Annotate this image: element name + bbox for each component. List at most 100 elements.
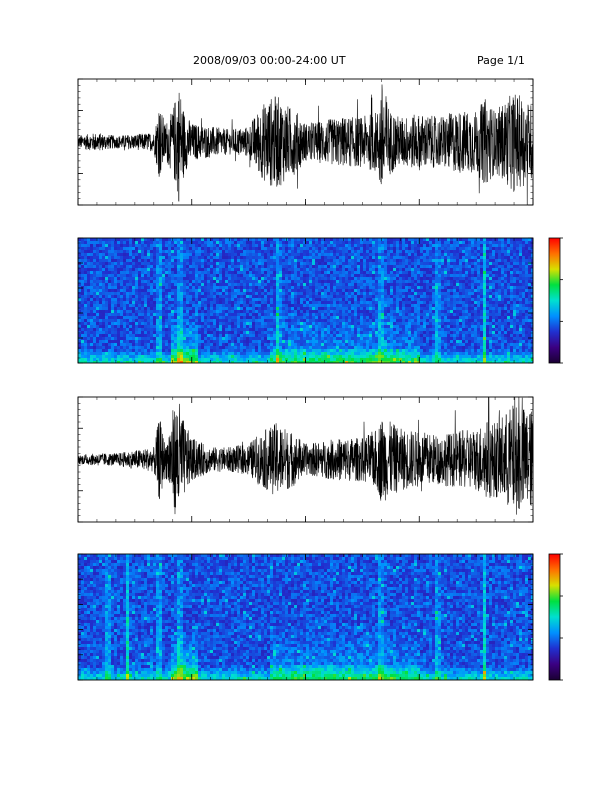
by-spectrogram-cells bbox=[324, 677, 327, 680]
by-spectrogram-cells bbox=[96, 566, 528, 677]
by-spectrogram-cells bbox=[483, 620, 486, 623]
by-spectrogram-cells bbox=[87, 554, 531, 671]
bx-spectrogram-cells bbox=[291, 361, 294, 363]
by-spectrogram-cells bbox=[171, 677, 174, 680]
bx-spectrogram-cells bbox=[309, 361, 312, 363]
by-spectrogram-cells bbox=[339, 677, 342, 680]
bx-spectrogram-cells bbox=[300, 358, 435, 363]
bx-spectrogram-cells bbox=[297, 358, 300, 361]
by-spectrogram-cells bbox=[183, 674, 186, 677]
bx-spectrogram-cells bbox=[402, 355, 405, 358]
bx-spectrogram-cells bbox=[87, 352, 90, 355]
bx-spectrogram-cells bbox=[279, 361, 282, 363]
bx-spectrogram-cells bbox=[297, 361, 300, 363]
by-spectrogram-cells bbox=[312, 674, 333, 680]
by-spectrogram-cells bbox=[294, 677, 297, 680]
by-spectrogram-cells bbox=[195, 674, 198, 677]
bx-spectrogram-cells bbox=[396, 358, 399, 361]
by-spectrogram-cells bbox=[489, 671, 492, 674]
by-spectrogram-cells bbox=[348, 677, 351, 680]
bx-spectrogram-cells bbox=[393, 361, 396, 363]
bx-spectrogram-cells bbox=[414, 358, 417, 361]
by-spectrogram-cells bbox=[183, 677, 186, 680]
by-spectrogram-cells bbox=[408, 674, 411, 677]
by-spectrogram-cells bbox=[228, 623, 231, 626]
bx-spectrogram-cells bbox=[99, 247, 516, 334]
bx-spectrogram-cells bbox=[102, 241, 459, 343]
bx-spectrogram-cells bbox=[483, 271, 486, 274]
by-spectrogram-cells bbox=[282, 674, 285, 677]
bx-spectrogram-cells bbox=[306, 361, 309, 363]
bx-spectrogram-cells bbox=[510, 361, 513, 363]
bx-spectrogram-cells bbox=[411, 358, 414, 361]
bx-spectrogram-cells bbox=[189, 361, 192, 363]
by-dbdt-trace bbox=[77, 396, 534, 515]
by-spectrogram-cells bbox=[126, 647, 129, 650]
by-spectrogram-cells bbox=[297, 650, 300, 653]
by-spectrogram-cells bbox=[84, 557, 522, 659]
by-spectrogram-cells bbox=[378, 677, 381, 680]
bx-spectrogram-cells bbox=[378, 358, 381, 361]
by-spectrogram-cells bbox=[327, 668, 342, 677]
by-spectrogram-cells bbox=[384, 677, 387, 680]
bx-spectrogram-cells bbox=[276, 352, 282, 358]
bx-spectrogram-cells bbox=[108, 244, 441, 355]
by-spectrogram-cells bbox=[483, 677, 486, 680]
bx-spectrogram-cells bbox=[87, 241, 513, 352]
bx-spectrogram-cells bbox=[414, 361, 417, 363]
bx-spectrogram-cells bbox=[117, 361, 120, 363]
bx-spectrogram-cells bbox=[84, 238, 525, 355]
by-spectrogram-cells bbox=[318, 677, 321, 680]
colorbar bbox=[548, 237, 561, 364]
bx-spectrogram-cells bbox=[189, 358, 192, 361]
by-spectrogram-cells bbox=[222, 674, 297, 680]
by-spectrogram-cells bbox=[333, 674, 336, 677]
bx-spectrogram-cells bbox=[381, 361, 384, 363]
bx-spectrogram-cells bbox=[126, 361, 129, 363]
by-spectrogram-cells bbox=[177, 674, 180, 677]
bx-spectrogram-cells bbox=[303, 352, 306, 355]
bx-spectrogram-cells bbox=[381, 337, 384, 340]
by-spectrogram-cells bbox=[393, 677, 396, 680]
by-spectrogram-cells bbox=[126, 644, 129, 647]
bx-spectrogram-cells bbox=[348, 358, 351, 361]
bx-spectrogram-cells bbox=[369, 361, 372, 363]
bx-spectrogram-cells bbox=[285, 358, 288, 361]
bx-spectrogram-cells bbox=[402, 361, 405, 363]
by-spectrogram-cells bbox=[273, 671, 276, 674]
bx-spectrogram-cells bbox=[177, 355, 180, 358]
by-spectrogram-cells bbox=[444, 677, 447, 680]
bx-spectrogram-cells bbox=[279, 358, 282, 361]
by-spectrogram-cells bbox=[348, 668, 351, 671]
bx-spectrogram-cells bbox=[387, 361, 390, 363]
by-spectrogram-cells bbox=[174, 671, 177, 674]
by-spectrogram-cells bbox=[342, 674, 345, 677]
bx-spectrogram-cells bbox=[276, 361, 279, 363]
bx-spectrogram-cells bbox=[375, 358, 402, 363]
by-spectrogram-cells bbox=[363, 677, 366, 680]
bx-spectrogram-cells bbox=[369, 358, 372, 361]
bx-spectrogram-cells bbox=[156, 361, 159, 363]
bx-spectrogram-cells bbox=[180, 361, 183, 363]
by-spectrogram-cells bbox=[159, 674, 162, 677]
bx-spectrogram-cells bbox=[333, 361, 336, 363]
by-spectrogram-cells bbox=[390, 677, 393, 680]
by-spectrogram-cells bbox=[354, 677, 357, 680]
bx-spectrogram-cells bbox=[345, 361, 348, 363]
by-spectrogram-cells bbox=[330, 671, 333, 674]
by-spectrogram-cells bbox=[276, 671, 279, 674]
by-spectrogram-cells bbox=[483, 665, 486, 668]
bx-spectrogram-cells bbox=[408, 361, 411, 363]
bx-spectrogram-cells bbox=[210, 349, 213, 352]
bx-spectrogram-cells bbox=[372, 355, 375, 358]
by-spectrogram-cells bbox=[108, 677, 111, 680]
by-spectrogram-cells bbox=[180, 665, 183, 668]
bx-spectrogram-cells bbox=[180, 355, 183, 358]
by-spectrogram-cells bbox=[201, 674, 492, 680]
bx-spectrogram-cells bbox=[372, 361, 375, 363]
by-spectrogram-cells bbox=[186, 671, 189, 674]
bx-spectrogram-cells bbox=[186, 361, 189, 363]
bx-spectrogram-cells bbox=[177, 343, 180, 346]
bx-spectrogram-cells bbox=[381, 313, 384, 316]
by-spectrogram-cells bbox=[318, 671, 321, 674]
